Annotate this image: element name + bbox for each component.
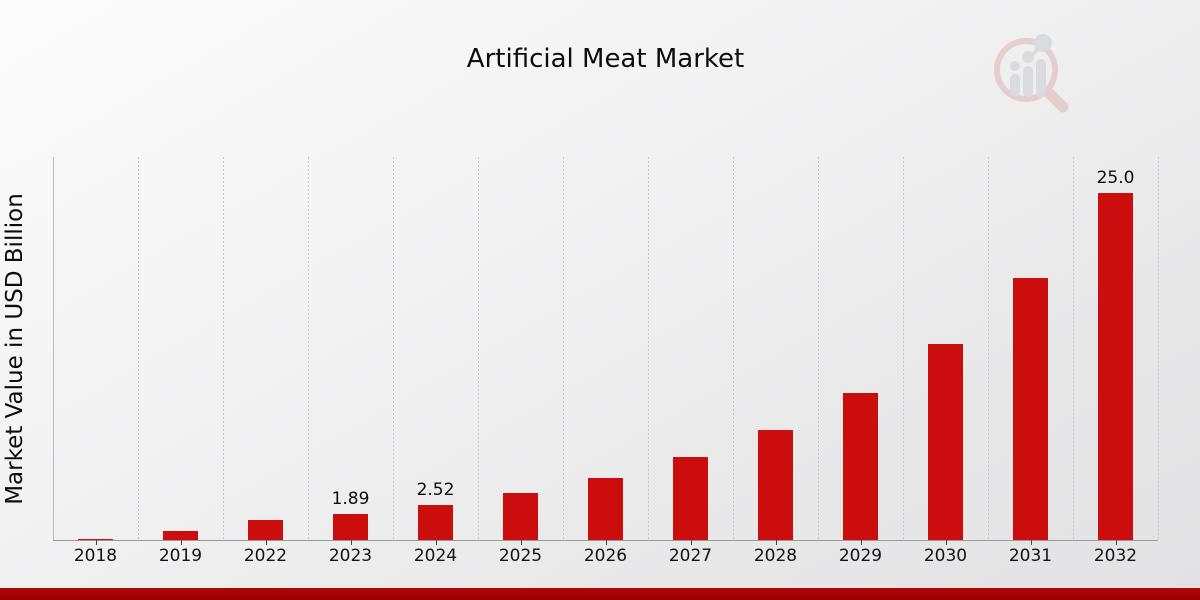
- x-tick-label-2031: 2031: [1008, 546, 1053, 566]
- bar-2031: [1013, 278, 1048, 540]
- bar-2022: [248, 520, 283, 540]
- magnifier-chart-logo-watermark-icon: [994, 34, 1069, 113]
- bar-2018: [78, 538, 113, 540]
- bar-2032: [1098, 193, 1133, 540]
- x-tick-label-2025: 2025: [498, 546, 543, 566]
- bar-2028: [758, 429, 793, 540]
- x-tick-label-2029: 2029: [838, 546, 883, 566]
- value-label-2032: 25.0: [1096, 168, 1135, 189]
- footer-red-band: [0, 588, 1200, 600]
- x-tick: [265, 540, 267, 545]
- vertical-gridline: [563, 157, 564, 540]
- vertical-gridline: [478, 157, 479, 540]
- bar-2019: [163, 530, 198, 540]
- x-tick: [180, 540, 182, 545]
- value-label-2024: 2.52: [416, 480, 455, 501]
- bar-2026: [588, 477, 623, 540]
- x-tick: [350, 540, 352, 545]
- plot-area: 2018 2019 2022 2023 1.89 2024 2.52 2025 2026 2027…: [53, 157, 1159, 566]
- y-axis-label: Market Value in USD Billion: [2, 193, 28, 505]
- x-tick: [435, 540, 437, 545]
- x-tick-label-2027: 2027: [668, 546, 713, 566]
- vertical-gridline: [818, 157, 819, 540]
- x-tick: [520, 540, 522, 545]
- x-tick-label-2019: 2019: [158, 546, 203, 566]
- value-label-2023: 1.89: [331, 488, 370, 509]
- vertical-gridline: [308, 157, 309, 540]
- bar-2023: [333, 513, 368, 540]
- vertical-gridline: [733, 157, 734, 540]
- x-tick-label-2026: 2026: [583, 546, 628, 566]
- x-tick: [1030, 540, 1032, 545]
- vertical-gridline: [988, 157, 989, 540]
- x-tick-label-2022: 2022: [243, 546, 288, 566]
- bar-2029: [843, 392, 878, 540]
- bar-2027: [673, 457, 708, 540]
- vertical-gridline: [648, 157, 649, 540]
- y-axis-spine: [53, 157, 54, 540]
- x-tick-label-2018: 2018: [73, 546, 118, 566]
- chart-title: Artificial Meat Market: [466, 44, 745, 74]
- vertical-gridline: [903, 157, 904, 540]
- x-tick: [690, 540, 692, 545]
- vertical-gridline: [1073, 157, 1074, 540]
- x-tick-label-2032: 2032: [1093, 546, 1138, 566]
- x-tick-label-2030: 2030: [923, 546, 968, 566]
- x-tick: [945, 540, 947, 545]
- x-tick-label-2028: 2028: [753, 546, 798, 566]
- bar-2025: [503, 493, 538, 540]
- x-tick: [1115, 540, 1117, 545]
- x-tick: [605, 540, 607, 545]
- vertical-gridline: [138, 157, 139, 540]
- vertical-gridline: [393, 157, 394, 540]
- vertical-gridline: [1158, 157, 1159, 540]
- x-tick-label-2023: 2023: [328, 546, 373, 566]
- x-tick: [95, 540, 97, 545]
- vertical-gridline: [223, 157, 224, 540]
- x-tick: [775, 540, 777, 545]
- bar-2024: [418, 505, 453, 540]
- bar-2030: [928, 343, 963, 540]
- x-tick-label-2024: 2024: [413, 546, 458, 566]
- x-tick: [860, 540, 862, 545]
